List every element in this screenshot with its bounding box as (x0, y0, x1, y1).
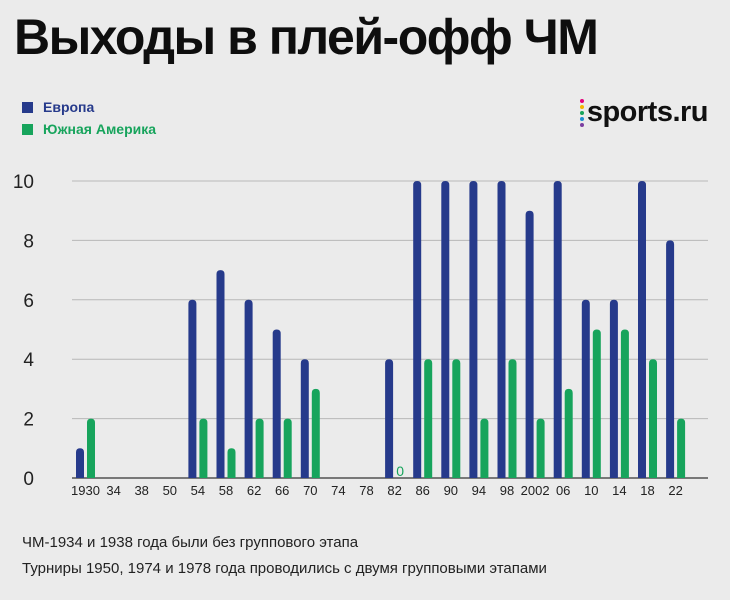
legend-swatch-south-america (22, 123, 33, 135)
x-tick-label: 66 (275, 483, 289, 498)
brand-dot (579, 116, 584, 121)
bar-europe (638, 181, 646, 478)
bar-south-america (480, 418, 489, 478)
x-tick-label: 2002 (521, 483, 550, 498)
bar-europe (441, 181, 450, 478)
bar-south-america (564, 388, 573, 478)
chart-title: Выходы в плей-офф ЧМ (14, 9, 599, 65)
bar-south-america (255, 418, 264, 478)
bar-south-america (677, 418, 686, 478)
x-tick-label: 18 (640, 483, 654, 498)
legend-item-south-america: Южная Америка (22, 118, 156, 140)
bar-south-america (649, 359, 657, 478)
bar-europe (385, 359, 394, 478)
x-tick-label: 98 (500, 483, 514, 498)
x-tick-label: 78 (359, 483, 373, 498)
x-tick-label: 86 (415, 483, 429, 498)
footnote: Турниры 1950, 1974 и 1978 года проводили… (22, 560, 547, 577)
bar-south-america (508, 359, 517, 478)
bar-europe (272, 329, 281, 478)
x-tick-label: 74 (331, 483, 345, 498)
bar-south-america (536, 418, 545, 478)
x-tick-label: 22 (668, 483, 682, 498)
y-tick-label: 2 (23, 410, 34, 431)
y-tick-label: 8 (23, 231, 34, 252)
data-label: 0 (396, 463, 404, 479)
x-tick-label: 90 (444, 483, 458, 498)
bar-south-america (199, 418, 208, 478)
legend-swatch-europe (22, 101, 33, 113)
x-tick-label: 10 (584, 483, 598, 498)
bar-europe (497, 181, 506, 478)
bar-europe (469, 181, 478, 478)
bar-europe (553, 181, 562, 478)
x-tick-label: 58 (219, 483, 233, 498)
bar-south-america (620, 329, 629, 478)
y-tick-label: 0 (23, 469, 34, 490)
x-tick-label: 38 (134, 483, 148, 498)
brand-dot (579, 122, 584, 127)
legend-item-europe: Европа (22, 96, 156, 118)
bar-europe (300, 359, 309, 478)
bar-south-america (227, 448, 236, 478)
bar-europe (188, 299, 197, 478)
bar-south-america (311, 388, 320, 478)
legend-label-europe: Европа (43, 99, 95, 115)
x-tick-label: 1930 (71, 483, 100, 498)
legend: Европа Южная Америка (22, 96, 156, 140)
y-tick-label: 10 (13, 172, 34, 193)
bar-south-america (452, 359, 461, 478)
brand-dot (579, 98, 584, 103)
x-tick-label: 50 (163, 483, 177, 498)
bar-europe (413, 181, 422, 478)
y-tick-label: 6 (23, 291, 34, 312)
bar-south-america (87, 418, 95, 478)
bar-south-america (592, 329, 601, 478)
x-tick-label: 06 (556, 483, 570, 498)
y-tick-label: 4 (23, 350, 34, 371)
footnote: ЧМ-1934 и 1938 года были без группового … (22, 534, 359, 551)
bar-south-america (424, 359, 433, 478)
x-tick-label: 62 (247, 483, 261, 498)
bar-south-america (283, 418, 292, 478)
x-tick-label: 82 (387, 483, 401, 498)
brand-name: sports.ru (586, 96, 709, 128)
bar-europe (666, 240, 675, 478)
bar-europe (581, 299, 590, 478)
brand-logo: sports.ru (579, 96, 709, 129)
bar-europe (244, 299, 253, 478)
x-tick-label: 14 (612, 483, 626, 498)
x-tick-label: 34 (106, 483, 120, 498)
brand-dot (579, 110, 584, 115)
bar-europe (76, 448, 84, 478)
bar-chart: 0 2 4 6 8 10 1930 34 38 50 54 58 62 66 70 74 78 82 86 90 94 9… (13, 172, 708, 498)
footnotes: ЧМ-1934 и 1938 года были без группового … (22, 530, 547, 582)
x-tick-label: 94 (472, 483, 486, 498)
x-tick-label: 54 (191, 483, 205, 498)
bar-europe (216, 270, 225, 478)
brand-dots-icon (579, 98, 584, 128)
legend-label-south-america: Южная Америка (43, 121, 157, 137)
bar-europe (609, 299, 618, 478)
bar-europe (525, 210, 534, 478)
brand-dot (579, 104, 584, 109)
x-tick-label: 70 (303, 483, 317, 498)
